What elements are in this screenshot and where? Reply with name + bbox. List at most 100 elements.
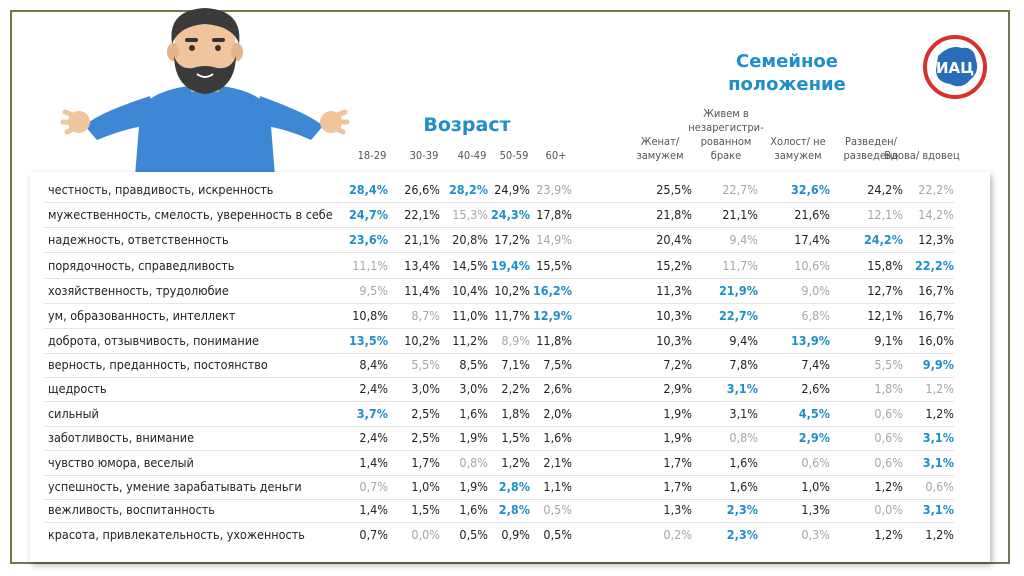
value-cell: 2,6%: [801, 381, 830, 396]
group-title-family: Семейное положение: [728, 51, 846, 95]
value-cell: 8,4%: [359, 357, 388, 372]
row-label: надежность, ответственность: [48, 232, 229, 247]
row-label: красота, привлекательность, ухоженность: [48, 527, 305, 542]
value-cell: 20,4%: [656, 232, 692, 247]
value-cell: 14,9%: [536, 232, 572, 247]
value-cell: 0,6%: [874, 430, 903, 445]
value-cell: 23,6%: [348, 232, 388, 247]
value-cell: 1,3%: [801, 502, 830, 517]
value-cell: 0,5%: [543, 527, 572, 542]
column-header: Холост/ не замужем: [770, 135, 826, 162]
value-cell: 1,2%: [925, 527, 954, 542]
value-cell: 21,6%: [794, 207, 830, 222]
value-cell: 7,8%: [729, 357, 758, 372]
value-cell: 3,1%: [726, 381, 758, 396]
row-label: доброта, отзывчивость, понимание: [48, 333, 259, 348]
table-row: сильный 3,7% 2,5% 1,6% 1,8% 2,0% 1,9% 3,1% 4,5% 0…: [44, 402, 954, 427]
value-cell: 9,1%: [874, 333, 903, 348]
row-label: порядочность, справедливость: [48, 258, 235, 273]
value-cell: 1,7%: [663, 455, 692, 470]
value-cell: 1,9%: [459, 479, 488, 494]
value-cell: 1,2%: [501, 455, 530, 470]
value-cell: 13,4%: [404, 258, 440, 273]
value-cell: 22,7%: [718, 308, 758, 323]
value-cell: 0,3%: [801, 527, 830, 542]
value-cell: 8,5%: [459, 357, 488, 372]
value-cell: 0,5%: [459, 527, 488, 542]
slide-frame: [10, 10, 1010, 564]
value-cell: 7,2%: [663, 357, 692, 372]
value-cell: 1,5%: [411, 502, 440, 517]
value-cell: 1,8%: [874, 381, 903, 396]
value-cell: 16,7%: [918, 308, 954, 323]
row-label: чувство юмора, веселый: [48, 455, 194, 470]
value-cell: 2,4%: [359, 430, 388, 445]
value-cell: 11,0%: [452, 308, 488, 323]
value-cell: 14,5%: [452, 258, 488, 273]
value-cell: 9,9%: [922, 357, 954, 372]
value-cell: 9,4%: [729, 333, 758, 348]
value-cell: 1,0%: [411, 479, 440, 494]
value-cell: 0,7%: [359, 479, 388, 494]
group-title-age: Возраст: [423, 114, 511, 136]
row-label: заботливость, внимание: [48, 430, 194, 445]
value-cell: 0,6%: [925, 479, 954, 494]
value-cell: 1,2%: [925, 406, 954, 421]
column-header: 60+: [545, 149, 567, 162]
value-cell: 3,1%: [922, 455, 954, 470]
value-cell: 2,3%: [726, 527, 758, 542]
table-row: щедрость 2,4% 3,0% 3,0% 2,2% 2,6% 2,9% 3,1% 2,6%…: [44, 377, 954, 402]
value-cell: 32,6%: [790, 182, 830, 197]
bearded-man-illustration: [60, 8, 350, 176]
value-cell: 22,2%: [918, 182, 954, 197]
value-cell: 2,5%: [411, 430, 440, 445]
value-cell: 15,3%: [452, 207, 488, 222]
value-cell: 6,8%: [801, 308, 830, 323]
value-cell: 11,7%: [494, 308, 530, 323]
value-cell: 0,6%: [874, 455, 903, 470]
value-cell: 9,0%: [801, 283, 830, 298]
value-cell: 1,2%: [874, 479, 903, 494]
value-cell: 21,8%: [656, 207, 692, 222]
column-header: Женат/ замужем: [636, 135, 684, 162]
value-cell: 13,5%: [348, 333, 388, 348]
value-cell: 1,6%: [729, 455, 758, 470]
value-cell: 22,2%: [914, 258, 954, 273]
value-cell: 11,8%: [536, 333, 572, 348]
value-cell: 20,8%: [452, 232, 488, 247]
value-cell: 0,8%: [459, 455, 488, 470]
value-cell: 0,0%: [874, 502, 903, 517]
row-label: верность, преданность, постоянство: [48, 357, 268, 372]
value-cell: 0,9%: [501, 527, 530, 542]
table-row: чувство юмора, веселый 1,4% 1,7% 0,8% 1,2% 2,…: [44, 451, 954, 476]
column-header: Вдова/ вдовец: [884, 149, 960, 162]
value-cell: 3,0%: [411, 381, 440, 396]
value-cell: 0,0%: [411, 527, 440, 542]
value-cell: 2,3%: [726, 502, 758, 517]
value-cell: 12,1%: [867, 207, 903, 222]
value-cell: 10,6%: [794, 258, 830, 273]
value-cell: 24,2%: [863, 232, 903, 247]
value-cell: 0,6%: [801, 455, 830, 470]
values-table: честность, правдивость, искренность 28,4%…: [30, 172, 990, 562]
value-cell: 28,2%: [448, 182, 488, 197]
value-cell: 10,8%: [352, 308, 388, 323]
value-cell: 7,5%: [543, 357, 572, 372]
value-cell: 1,2%: [925, 381, 954, 396]
value-cell: 9,4%: [729, 232, 758, 247]
value-cell: 28,4%: [348, 182, 388, 197]
value-cell: 12,3%: [918, 232, 954, 247]
value-cell: 9,5%: [359, 283, 388, 298]
value-cell: 8,7%: [411, 308, 440, 323]
value-cell: 0,7%: [359, 527, 388, 542]
table-row: успешность, умение зарабатывать деньги 0,…: [44, 475, 954, 500]
value-cell: 1,1%: [543, 479, 572, 494]
value-cell: 2,9%: [663, 381, 692, 396]
column-header: Живем в незарегистри- рованном браке: [688, 107, 764, 162]
value-cell: 21,9%: [718, 283, 758, 298]
value-cell: 3,1%: [922, 430, 954, 445]
value-cell: 22,7%: [722, 182, 758, 197]
value-cell: 24,7%: [348, 207, 388, 222]
value-cell: 1,4%: [359, 455, 388, 470]
value-cell: 1,0%: [801, 479, 830, 494]
